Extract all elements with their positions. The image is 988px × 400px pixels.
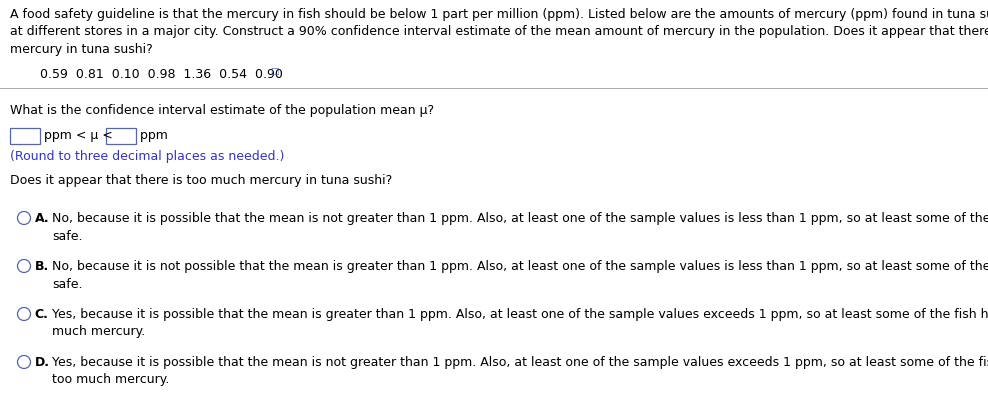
FancyBboxPatch shape: [10, 128, 40, 144]
Text: (Round to three decimal places as needed.): (Round to three decimal places as needed…: [10, 150, 285, 163]
Text: A food safety guideline is that the mercury in fish should be below 1 part per m: A food safety guideline is that the merc…: [10, 8, 988, 56]
Text: 0.59  0.81  0.10  0.98  1.36  0.54  0.90: 0.59 0.81 0.10 0.98 1.36 0.54 0.90: [40, 68, 283, 81]
Text: ppm < μ <: ppm < μ <: [40, 130, 113, 142]
Text: C.: C.: [35, 308, 48, 321]
Text: Does it appear that there is too much mercury in tuna sushi?: Does it appear that there is too much me…: [10, 174, 392, 187]
Text: B.: B.: [35, 260, 48, 273]
Text: Yes, because it is possible that the mean is greater than 1 ppm. Also, at least : Yes, because it is possible that the mea…: [52, 308, 988, 338]
Text: ppm: ppm: [136, 130, 168, 142]
Text: No, because it is possible that the mean is not greater than 1 ppm. Also, at lea: No, because it is possible that the mean…: [52, 212, 988, 242]
Text: What is the confidence interval estimate of the population mean μ?: What is the confidence interval estimate…: [10, 104, 434, 117]
FancyBboxPatch shape: [106, 128, 136, 144]
Text: Yes, because it is possible that the mean is not greater than 1 ppm. Also, at le: Yes, because it is possible that the mea…: [52, 356, 988, 386]
Text: □: □: [270, 67, 279, 76]
Text: A.: A.: [35, 212, 49, 225]
Text: No, because it is not possible that the mean is greater than 1 ppm. Also, at lea: No, because it is not possible that the …: [52, 260, 988, 290]
Text: D.: D.: [35, 356, 49, 369]
